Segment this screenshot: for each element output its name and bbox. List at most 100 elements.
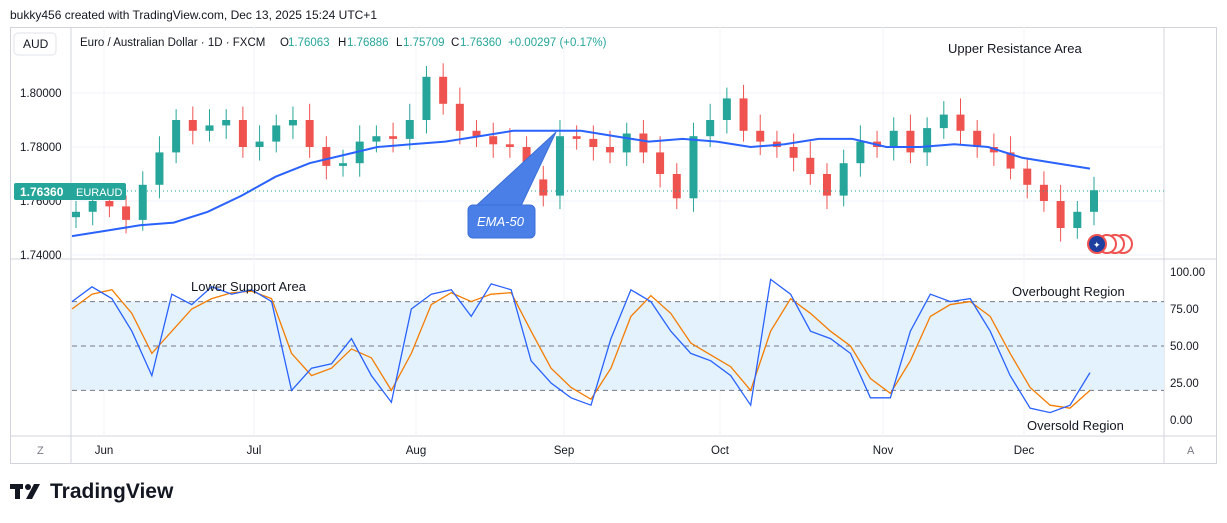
event-flag-icons[interactable]: ✦ [1087, 234, 1133, 254]
ema-callout[interactable] [467, 204, 536, 239]
ohlc-low-label: L [396, 37, 403, 49]
oversold-label[interactable]: Oversold Region [1027, 418, 1124, 433]
candle-body [455, 103, 464, 131]
candle-body [288, 120, 297, 126]
flag-star-icon: ✦ [1093, 240, 1101, 250]
time-tick-label: Dec [1014, 445, 1035, 457]
price-tick-label: 1.80000 [20, 88, 62, 100]
candle-body [606, 147, 615, 153]
time-tick-label: Aug [406, 445, 426, 457]
ema50-line [71, 129, 1091, 238]
price-tick-label: 1.78000 [20, 142, 62, 154]
candle-body [339, 163, 348, 166]
auto-scale-button[interactable]: A [1187, 445, 1195, 457]
symbol-title: Euro / Australian Dollar · 1D · FXCM [80, 37, 265, 49]
candle-body [238, 120, 247, 147]
candle-body [1039, 184, 1048, 201]
lower-support-label[interactable]: Lower Support Area [191, 279, 307, 294]
time-tick-label: Jul [247, 445, 262, 457]
candle-body [439, 76, 448, 104]
australia-flag-icon[interactable] [1087, 234, 1107, 254]
time-tick-label: Sep [554, 445, 574, 457]
stoch-tick-label: 25.00 [1170, 378, 1199, 390]
candle-body [839, 163, 848, 196]
candle-body [222, 120, 231, 126]
price-tag [14, 183, 126, 200]
candle-body [572, 136, 581, 139]
tradingview-logo[interactable]: TradingView [10, 480, 173, 504]
candle-body [555, 136, 564, 196]
candle-body [172, 120, 181, 153]
candle-body [155, 152, 164, 185]
candle-body [1006, 152, 1015, 169]
candle-body [1023, 168, 1032, 185]
stoch-tick-label: 50.00 [1170, 341, 1199, 353]
candle-body [1073, 211, 1082, 228]
candle-body [756, 130, 765, 142]
currency-button[interactable] [13, 32, 57, 56]
stoch-grid [72, 301, 1164, 391]
candle-body [856, 141, 865, 164]
candle-body [405, 120, 414, 139]
candle-body [589, 138, 598, 147]
time-axis: Jun Jul Aug Sep Oct Nov Dec [95, 445, 1035, 457]
stoch-tick-label: 100.00 [1170, 267, 1205, 279]
candle-body [188, 120, 197, 131]
stoch-tick-label: 75.00 [1170, 304, 1199, 316]
time-tick-label: Nov [873, 445, 894, 457]
candle-body [489, 136, 498, 145]
candle-body [939, 114, 948, 129]
upper-resistance-label[interactable]: Upper Resistance Area [948, 41, 1082, 56]
tradingview-logo-icon [10, 484, 40, 499]
candle-body [806, 157, 815, 174]
ohlc-open-value: 1.76063 [288, 37, 330, 49]
ohlc-low-value: 1.75709 [403, 37, 445, 49]
candle-body [105, 201, 114, 207]
candle-body [956, 114, 965, 131]
candle-body [689, 136, 698, 199]
candle-body [372, 136, 381, 142]
candle-body [706, 120, 715, 137]
candle-body [205, 125, 214, 131]
candle-body [739, 98, 748, 131]
ohlc-close-value: 1.76360 [460, 37, 502, 49]
candle-body [656, 152, 665, 174]
candle-body [539, 179, 548, 196]
ohlc-close-label: C [451, 37, 459, 49]
chart-credit: bukky456 created with TradingView.com, D… [10, 8, 377, 22]
stochastic-axis: 0.00 25.00 50.00 75.00 100.00 [1170, 267, 1205, 427]
candles-series [72, 63, 1098, 242]
time-tick-label: Jun [95, 445, 114, 457]
candle-body [1090, 190, 1098, 212]
stochastic-lines [71, 278, 1091, 414]
candle-body [72, 211, 80, 218]
candle-body [88, 201, 97, 212]
candle-body [1056, 201, 1065, 228]
ema50-path [71, 129, 1091, 238]
candle-body [973, 130, 982, 147]
price-tag-value: 1.76360 [20, 185, 64, 199]
candle-body [272, 125, 281, 142]
ohlc-high-value: 1.76886 [347, 37, 389, 49]
stoch-tick-label: 0.00 [1170, 415, 1192, 427]
ohlc-high-label: H [338, 37, 346, 49]
candle-body [322, 147, 331, 166]
candle-body [722, 98, 731, 120]
candle-body [355, 141, 364, 164]
candle-body [505, 144, 514, 147]
ohlc-open-label: O [280, 37, 289, 49]
candle-body [789, 147, 798, 158]
candle-body [672, 174, 681, 199]
ohlc-change: +0.00297 (+0.17%) [508, 37, 607, 49]
ema-callout-label: EMA-50 [477, 214, 525, 229]
zoom-button[interactable]: Z [37, 445, 44, 457]
price-tag-symbol: EURAUD [76, 187, 123, 199]
overbought-label[interactable]: Overbought Region [1012, 284, 1125, 299]
candle-body [122, 206, 131, 220]
chart-frame [10, 27, 1217, 464]
candle-body [889, 130, 898, 147]
candle-body [255, 141, 264, 147]
candle-body [906, 130, 915, 153]
